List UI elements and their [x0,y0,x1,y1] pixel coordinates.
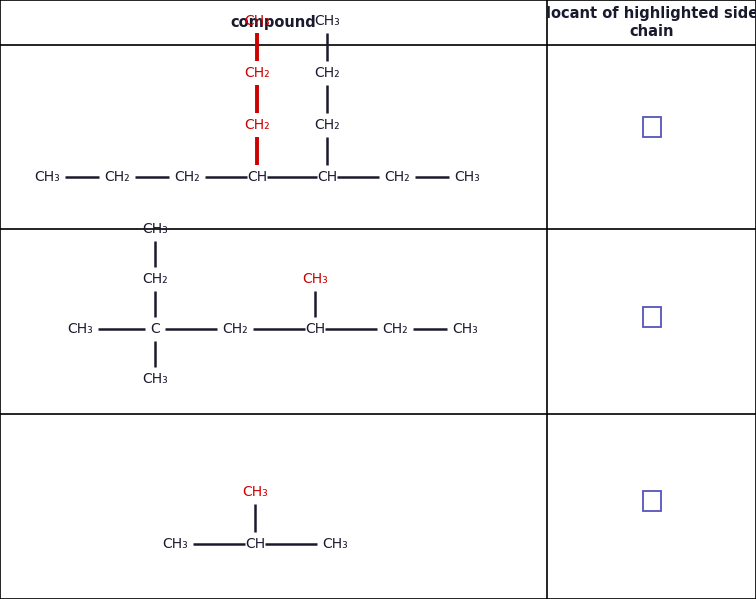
Text: CH₃: CH₃ [142,372,168,386]
Text: CH₂: CH₂ [314,119,339,132]
Bar [643,117,661,137]
Text: CH₂: CH₂ [174,171,200,184]
Text: CH₃: CH₃ [302,272,328,286]
Text: CH₃: CH₃ [142,222,168,236]
Text: CH₂: CH₂ [222,322,248,336]
Text: locant of highlighted side
chain: locant of highlighted side chain [546,6,756,39]
Text: CH₃: CH₃ [322,537,348,551]
Text: CH₂: CH₂ [244,119,270,132]
Text: CH₃: CH₃ [34,171,60,184]
Text: CH: CH [247,171,267,184]
Text: C: C [150,322,160,336]
Text: CH₂: CH₂ [384,171,410,184]
Text: CH₃: CH₃ [454,171,480,184]
Text: CH₂: CH₂ [104,171,130,184]
Text: CH₃: CH₃ [162,537,188,551]
Text: CH₃: CH₃ [314,14,340,28]
Text: CH: CH [317,171,337,184]
Text: CH₃: CH₃ [244,14,270,28]
Text: CH₂: CH₂ [314,66,339,80]
Text: CH₃: CH₃ [242,485,268,499]
Bar [643,491,661,512]
Bar [643,307,661,326]
Text: compound: compound [231,15,317,30]
Text: CH: CH [245,537,265,551]
Text: CH₂: CH₂ [383,322,407,336]
Text: CH: CH [305,322,325,336]
Text: CH₃: CH₃ [67,322,93,336]
Text: CH₂: CH₂ [244,66,270,80]
Text: CH₃: CH₃ [452,322,478,336]
Text: CH₂: CH₂ [142,272,168,286]
